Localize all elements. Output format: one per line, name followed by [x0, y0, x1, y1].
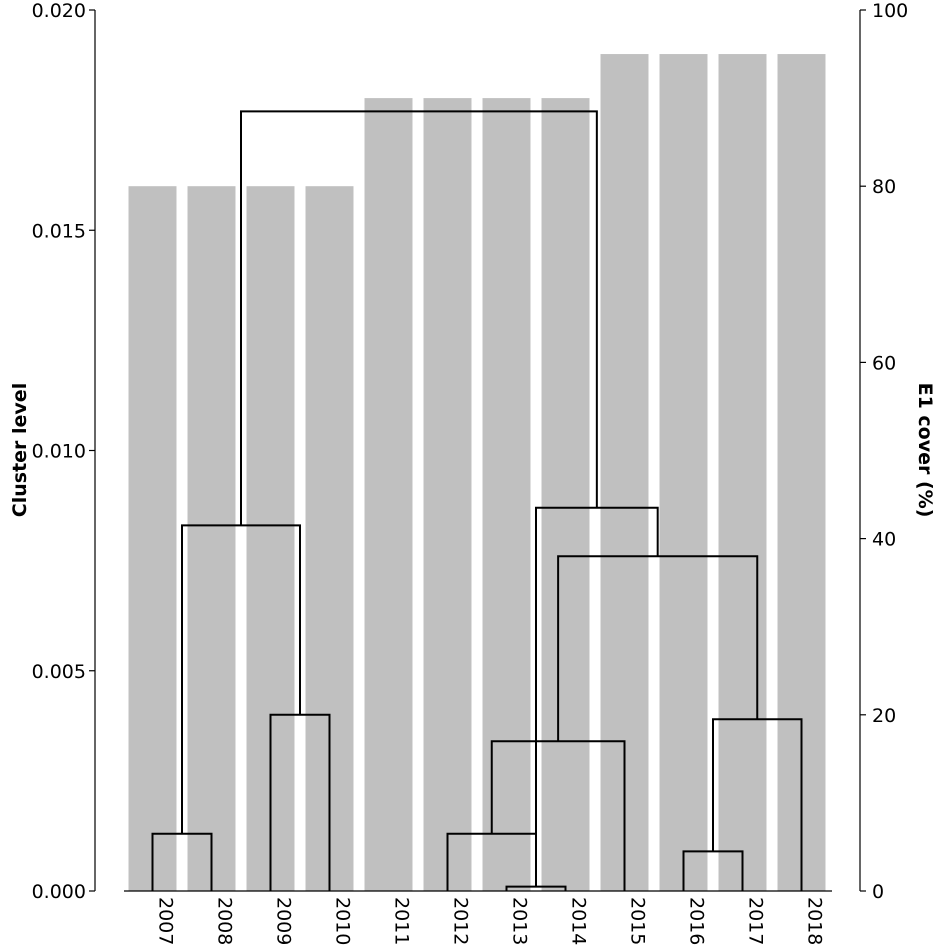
- right-tick-label: 40: [872, 529, 896, 551]
- right-axis-title: E1 cover (%): [914, 383, 936, 518]
- bar-2008: [187, 186, 236, 891]
- left-tick-label: 0.020: [32, 0, 86, 22]
- x-tick-label-2010: 2010: [332, 897, 354, 945]
- x-tick-label-2007: 2007: [155, 897, 177, 945]
- x-tick-label-2018: 2018: [804, 897, 826, 945]
- dendrogram-link-11: [240, 110, 598, 526]
- bar-series: [128, 54, 826, 892]
- x-tick-label-2013: 2013: [509, 897, 531, 945]
- bar-2017: [718, 54, 767, 892]
- x-tick-label-2012: 2012: [450, 897, 472, 945]
- left-tick-label: 0.010: [32, 441, 86, 463]
- right-tick-label: 80: [872, 176, 896, 198]
- left-tick-label: 0.015: [32, 220, 86, 242]
- x-tick-labels: 2007 2008 2009 2010 2011 2012 2013 2014 2015 2016…: [155, 897, 826, 945]
- left-tick-label: 0.000: [32, 881, 86, 903]
- left-tick-label: 0.005: [32, 661, 86, 683]
- right-axis: 0 20 40 60 80 100: [859, 0, 908, 903]
- right-tick-label: 60: [872, 352, 896, 374]
- right-tick-label: 100: [872, 0, 908, 22]
- left-axis: 0.000 0.005 0.010 0.015 0.020: [32, 0, 96, 903]
- left-axis-title: Cluster level: [9, 383, 31, 517]
- x-tick-label-2015: 2015: [627, 897, 649, 945]
- x-tick-label-2011: 2011: [391, 897, 413, 945]
- right-tick-label: 0: [872, 881, 884, 903]
- dendrogram: [151, 110, 803, 891]
- x-tick-label-2016: 2016: [686, 897, 708, 945]
- bar-2013: [482, 98, 531, 892]
- x-tick-label-2009: 2009: [273, 897, 295, 945]
- bar-2012: [423, 98, 472, 892]
- bar-2007: [128, 186, 177, 891]
- bar-2016: [659, 54, 708, 892]
- x-tick-label-2017: 2017: [745, 897, 767, 945]
- x-tick-label-2008: 2008: [214, 897, 236, 945]
- x-tick-label-2014: 2014: [568, 897, 590, 945]
- bar-2011: [364, 98, 413, 892]
- right-tick-label: 20: [872, 705, 896, 727]
- bar-2014: [541, 98, 590, 892]
